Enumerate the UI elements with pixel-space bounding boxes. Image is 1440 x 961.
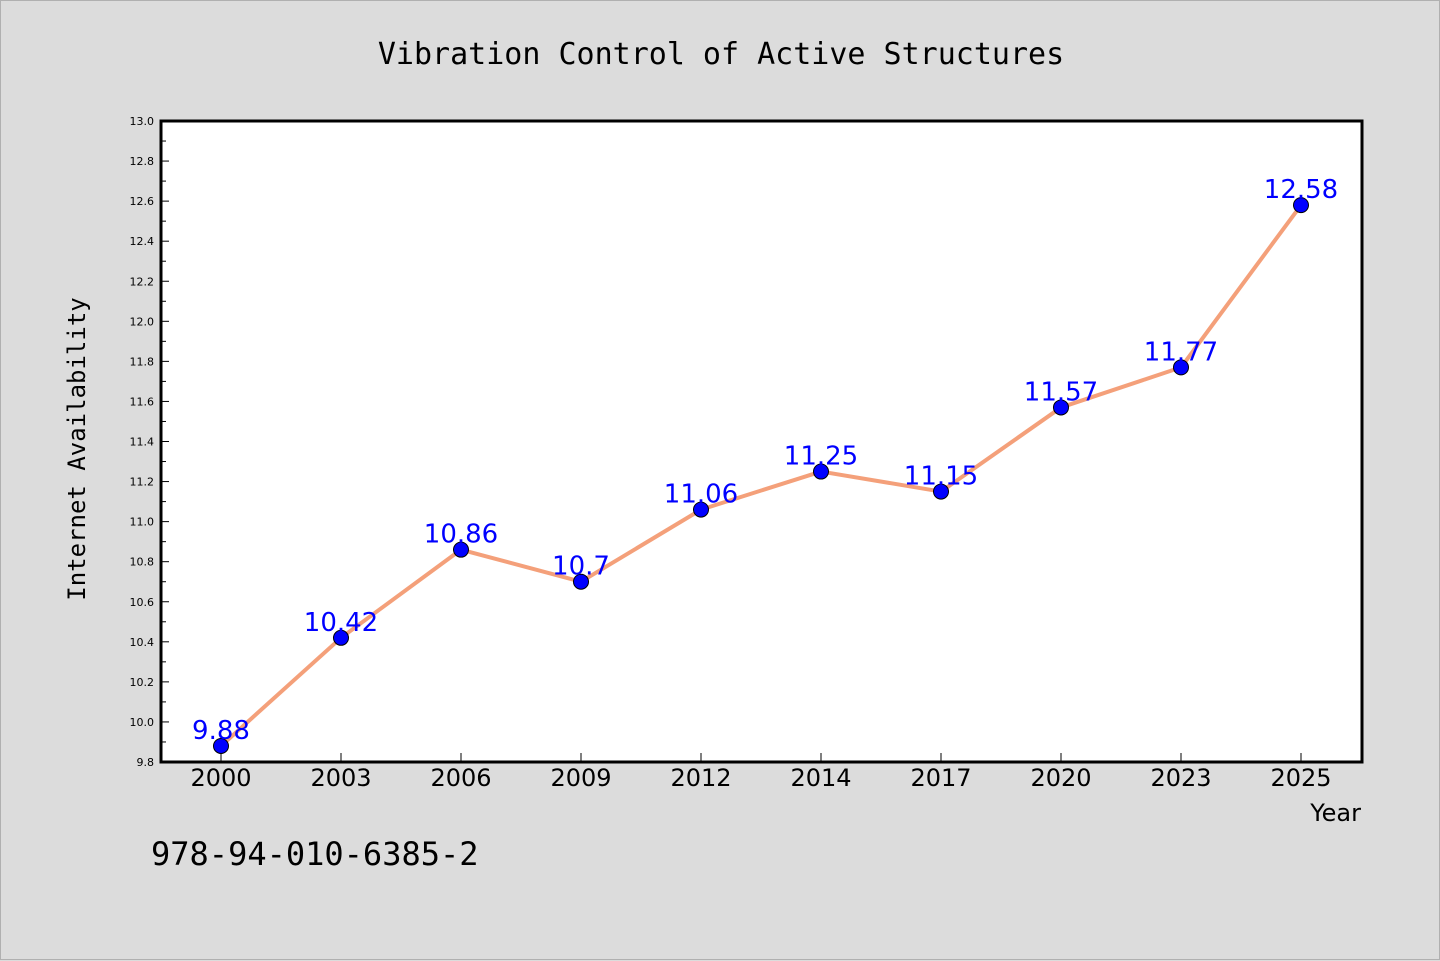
data-point: [453, 541, 469, 558]
y-tick-label: 13.0: [130, 115, 155, 128]
isbn-code: 978-94-010-6385-2: [151, 835, 479, 873]
data-label: 11.06: [664, 480, 738, 510]
y-axis-label: Internet Availability: [63, 297, 91, 600]
data-point: [1293, 197, 1309, 214]
y-tick-label: 11.6: [130, 395, 155, 408]
x-axis-label: Year: [1309, 799, 1361, 827]
data-label: 11.57: [1024, 377, 1098, 407]
data-point: [813, 463, 829, 480]
data-point: [1173, 359, 1189, 376]
x-tick-label: 2000: [190, 764, 251, 792]
y-tick-label: 10.0: [130, 716, 155, 729]
x-tick-label: 2017: [910, 764, 971, 792]
data-point: [213, 737, 229, 754]
y-tick-label: 9.8: [137, 756, 155, 769]
y-tick-label: 10.4: [130, 636, 155, 649]
x-tick-label: 2006: [430, 764, 491, 792]
y-tick-label: 12.2: [130, 275, 155, 288]
data-label: 10.7: [552, 552, 610, 582]
y-tick-label: 12.0: [130, 315, 155, 328]
data-label: 11.15: [904, 462, 978, 492]
y-tick-label: 12.4: [130, 235, 155, 248]
y-tick-label: 11.2: [130, 476, 155, 489]
data-point: [1053, 399, 1069, 416]
y-tick-label: 12.6: [130, 195, 155, 208]
series-group: 9.88 10.42 10.86 10.7 11.06 11.25 11.15 11.57 11…: [192, 175, 1338, 754]
y-axis: 9.8 10.0 10.2 10.4 10.6 10.8 11.0 11.2 11.4 11.6 1…: [130, 115, 169, 769]
y-tick-label: 10.2: [130, 676, 155, 689]
y-tick-label: 12.8: [130, 155, 155, 168]
data-label: 10.86: [424, 520, 498, 550]
x-tick-label: 2025: [1270, 764, 1331, 792]
y-tick-label: 11.4: [130, 436, 155, 449]
x-tick-label: 2023: [1150, 764, 1211, 792]
x-tick-label: 2003: [310, 764, 371, 792]
y-tick-label: 10.8: [130, 556, 155, 569]
data-point: [333, 629, 349, 646]
data-label: 11.77: [1144, 337, 1218, 367]
data-label: 12.58: [1264, 175, 1338, 205]
data-label: 10.42: [304, 608, 378, 638]
x-axis: 2000 2003 2006 2009 2012 2014 2017 2020 2023 2025: [190, 753, 1332, 792]
series-line: [219, 203, 1303, 748]
x-tick-label: 2020: [1030, 764, 1091, 792]
data-label: 11.25: [784, 442, 858, 472]
data-point: [693, 501, 709, 518]
x-tick-label: 2009: [550, 764, 611, 792]
plot-area: [159, 119, 1364, 764]
x-tick-label: 2012: [670, 764, 731, 792]
x-tick-label: 2014: [790, 764, 851, 792]
y-tick-label: 11.8: [130, 355, 155, 368]
data-label: 9.88: [192, 716, 250, 746]
data-point: [933, 483, 949, 500]
data-point: [573, 573, 589, 590]
y-tick-label: 11.0: [130, 516, 155, 529]
chart-title: Vibration Control of Active Structures: [378, 37, 1064, 72]
y-tick-label: 10.6: [130, 596, 155, 609]
